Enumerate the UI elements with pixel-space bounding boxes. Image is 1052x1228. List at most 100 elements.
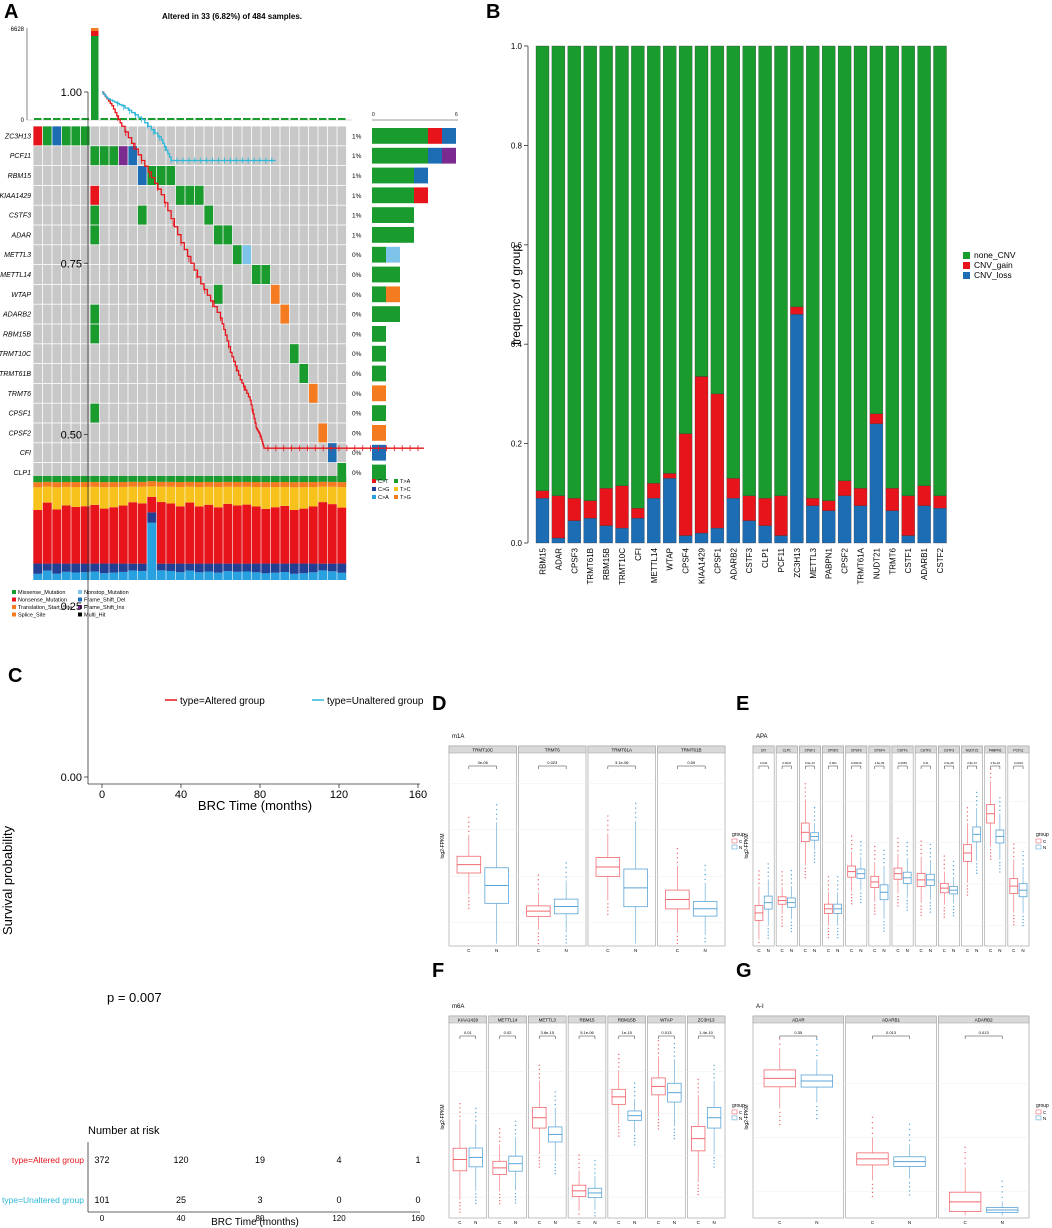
gene-count-bar <box>372 266 400 283</box>
box-outlier <box>790 927 793 930</box>
box-xtick-label: N <box>908 1220 911 1225</box>
box-outlier <box>837 927 839 930</box>
snv-fraction-bar <box>118 486 128 506</box>
panel-label-f: F <box>432 960 444 982</box>
oncoplot-cell <box>204 364 214 383</box>
box-legend-title: group <box>732 1103 745 1109</box>
snv-fraction-bar <box>52 476 62 483</box>
box-outlier <box>813 855 816 857</box>
oncoplot-cell <box>33 344 43 364</box>
box-outlier <box>827 880 830 882</box>
mutation-legend-swatch <box>78 605 82 609</box>
box-xtick-label: N <box>634 948 637 953</box>
gene-count-bar <box>372 227 414 243</box>
box-outlier <box>673 1131 676 1134</box>
box-facet-label: TRMT61A <box>611 747 632 752</box>
box-pvalue: 0.00016 <box>851 761 862 765</box>
snv-fraction-bar <box>52 487 62 510</box>
box-outlier <box>514 1202 517 1204</box>
oncoplot-cell <box>232 265 242 284</box>
gene-label: PCF11 <box>10 153 31 160</box>
box-outlier <box>1022 921 1024 924</box>
oncoplot-cell <box>318 265 328 284</box>
oncoplot-cell <box>156 364 166 383</box>
oncoplot-cell <box>166 225 176 245</box>
snv-fraction-bar <box>299 508 309 564</box>
snv-fraction-bar <box>308 487 318 507</box>
b-bar-cnv-gain <box>917 485 931 506</box>
box-xtick-label: N <box>1021 948 1024 953</box>
box-outlier <box>906 850 908 852</box>
oncoplot-cell <box>280 166 290 185</box>
tmb-bar <box>167 118 175 120</box>
box-facet-strip <box>938 1015 1030 1024</box>
b-bar-cnv-loss <box>663 478 677 544</box>
oncoplot-cell <box>128 126 138 146</box>
oncoplot-cell <box>242 463 252 482</box>
snv-fraction-bar <box>204 571 214 580</box>
box-outlier <box>758 878 760 880</box>
b-bar-none-cnv <box>853 45 868 489</box>
box-outlier <box>1022 915 1024 918</box>
gene-count-bar <box>372 425 386 441</box>
box-outlier <box>673 1128 676 1130</box>
gene-count-bar <box>372 187 414 204</box>
box-outlier <box>964 1162 966 1165</box>
box-outlier <box>514 1199 517 1201</box>
b-bar-cnv-gain <box>678 433 693 536</box>
oncoplot-cell <box>137 463 147 482</box>
box-facet-strip <box>587 745 656 754</box>
gene-label: WTAP <box>11 292 31 299</box>
box-outlier <box>781 883 783 885</box>
snv-fraction-bar <box>137 481 147 487</box>
mutation-cell <box>280 304 290 324</box>
snv-fraction-bar <box>251 506 261 564</box>
oncoplot-cell <box>128 284 138 304</box>
gene-percent: 0% <box>352 272 362 279</box>
oncoplot-cell <box>194 324 204 344</box>
box-xtick-label: C <box>989 948 993 953</box>
box-outlier <box>1013 851 1015 854</box>
oncoplot-cell <box>128 383 138 403</box>
gene-percent: 1% <box>352 193 362 200</box>
oncoplot-cell <box>213 205 223 225</box>
gene-count-bar <box>428 147 442 164</box>
box-outlier <box>537 874 540 876</box>
box-outlier <box>781 875 783 877</box>
oncoplot-cell <box>242 324 252 344</box>
box-outlier <box>538 1156 541 1159</box>
box-outlier <box>860 895 862 898</box>
snv-fraction-bar <box>280 563 290 573</box>
box-outlier <box>657 1039 660 1042</box>
oncoplot-cell <box>251 463 261 482</box>
oncoplot-cell <box>337 205 347 225</box>
oncoplot-cell <box>90 443 100 463</box>
box-outlier <box>827 876 830 878</box>
b-bar-none-cnv <box>790 45 804 308</box>
box-outlier <box>908 1194 911 1196</box>
oncoplot-cell <box>137 423 147 443</box>
oncoplot-cell <box>175 126 185 146</box>
box-outlier <box>657 1052 660 1054</box>
gene-percent: 1% <box>352 232 362 239</box>
oncoplot-cell <box>99 225 109 245</box>
box-facet-strip <box>528 1015 567 1024</box>
b-bar-cnv-gain <box>933 495 947 509</box>
oncoplot-cell <box>71 403 81 423</box>
oncoplot-cell <box>270 383 280 403</box>
box-outlier <box>790 921 793 923</box>
oncoplot-cell <box>118 225 128 245</box>
oncoplot-cell <box>327 304 337 324</box>
box-outlier <box>871 1116 874 1118</box>
km-curve-unaltered <box>102 91 276 162</box>
oncoplot-cell <box>223 166 233 185</box>
oncoplot-cell <box>308 423 318 443</box>
b-bar-cnv-loss <box>551 537 566 544</box>
risk-value: 1 <box>415 1155 420 1165</box>
snv-fraction-bar <box>318 563 328 571</box>
c-xtick-label: 160 <box>409 789 427 801</box>
snv-fraction-bar <box>166 570 176 580</box>
box-outlier <box>498 1199 501 1202</box>
oncoplot-cell <box>99 403 109 423</box>
oncoplot-cell <box>242 146 252 166</box>
